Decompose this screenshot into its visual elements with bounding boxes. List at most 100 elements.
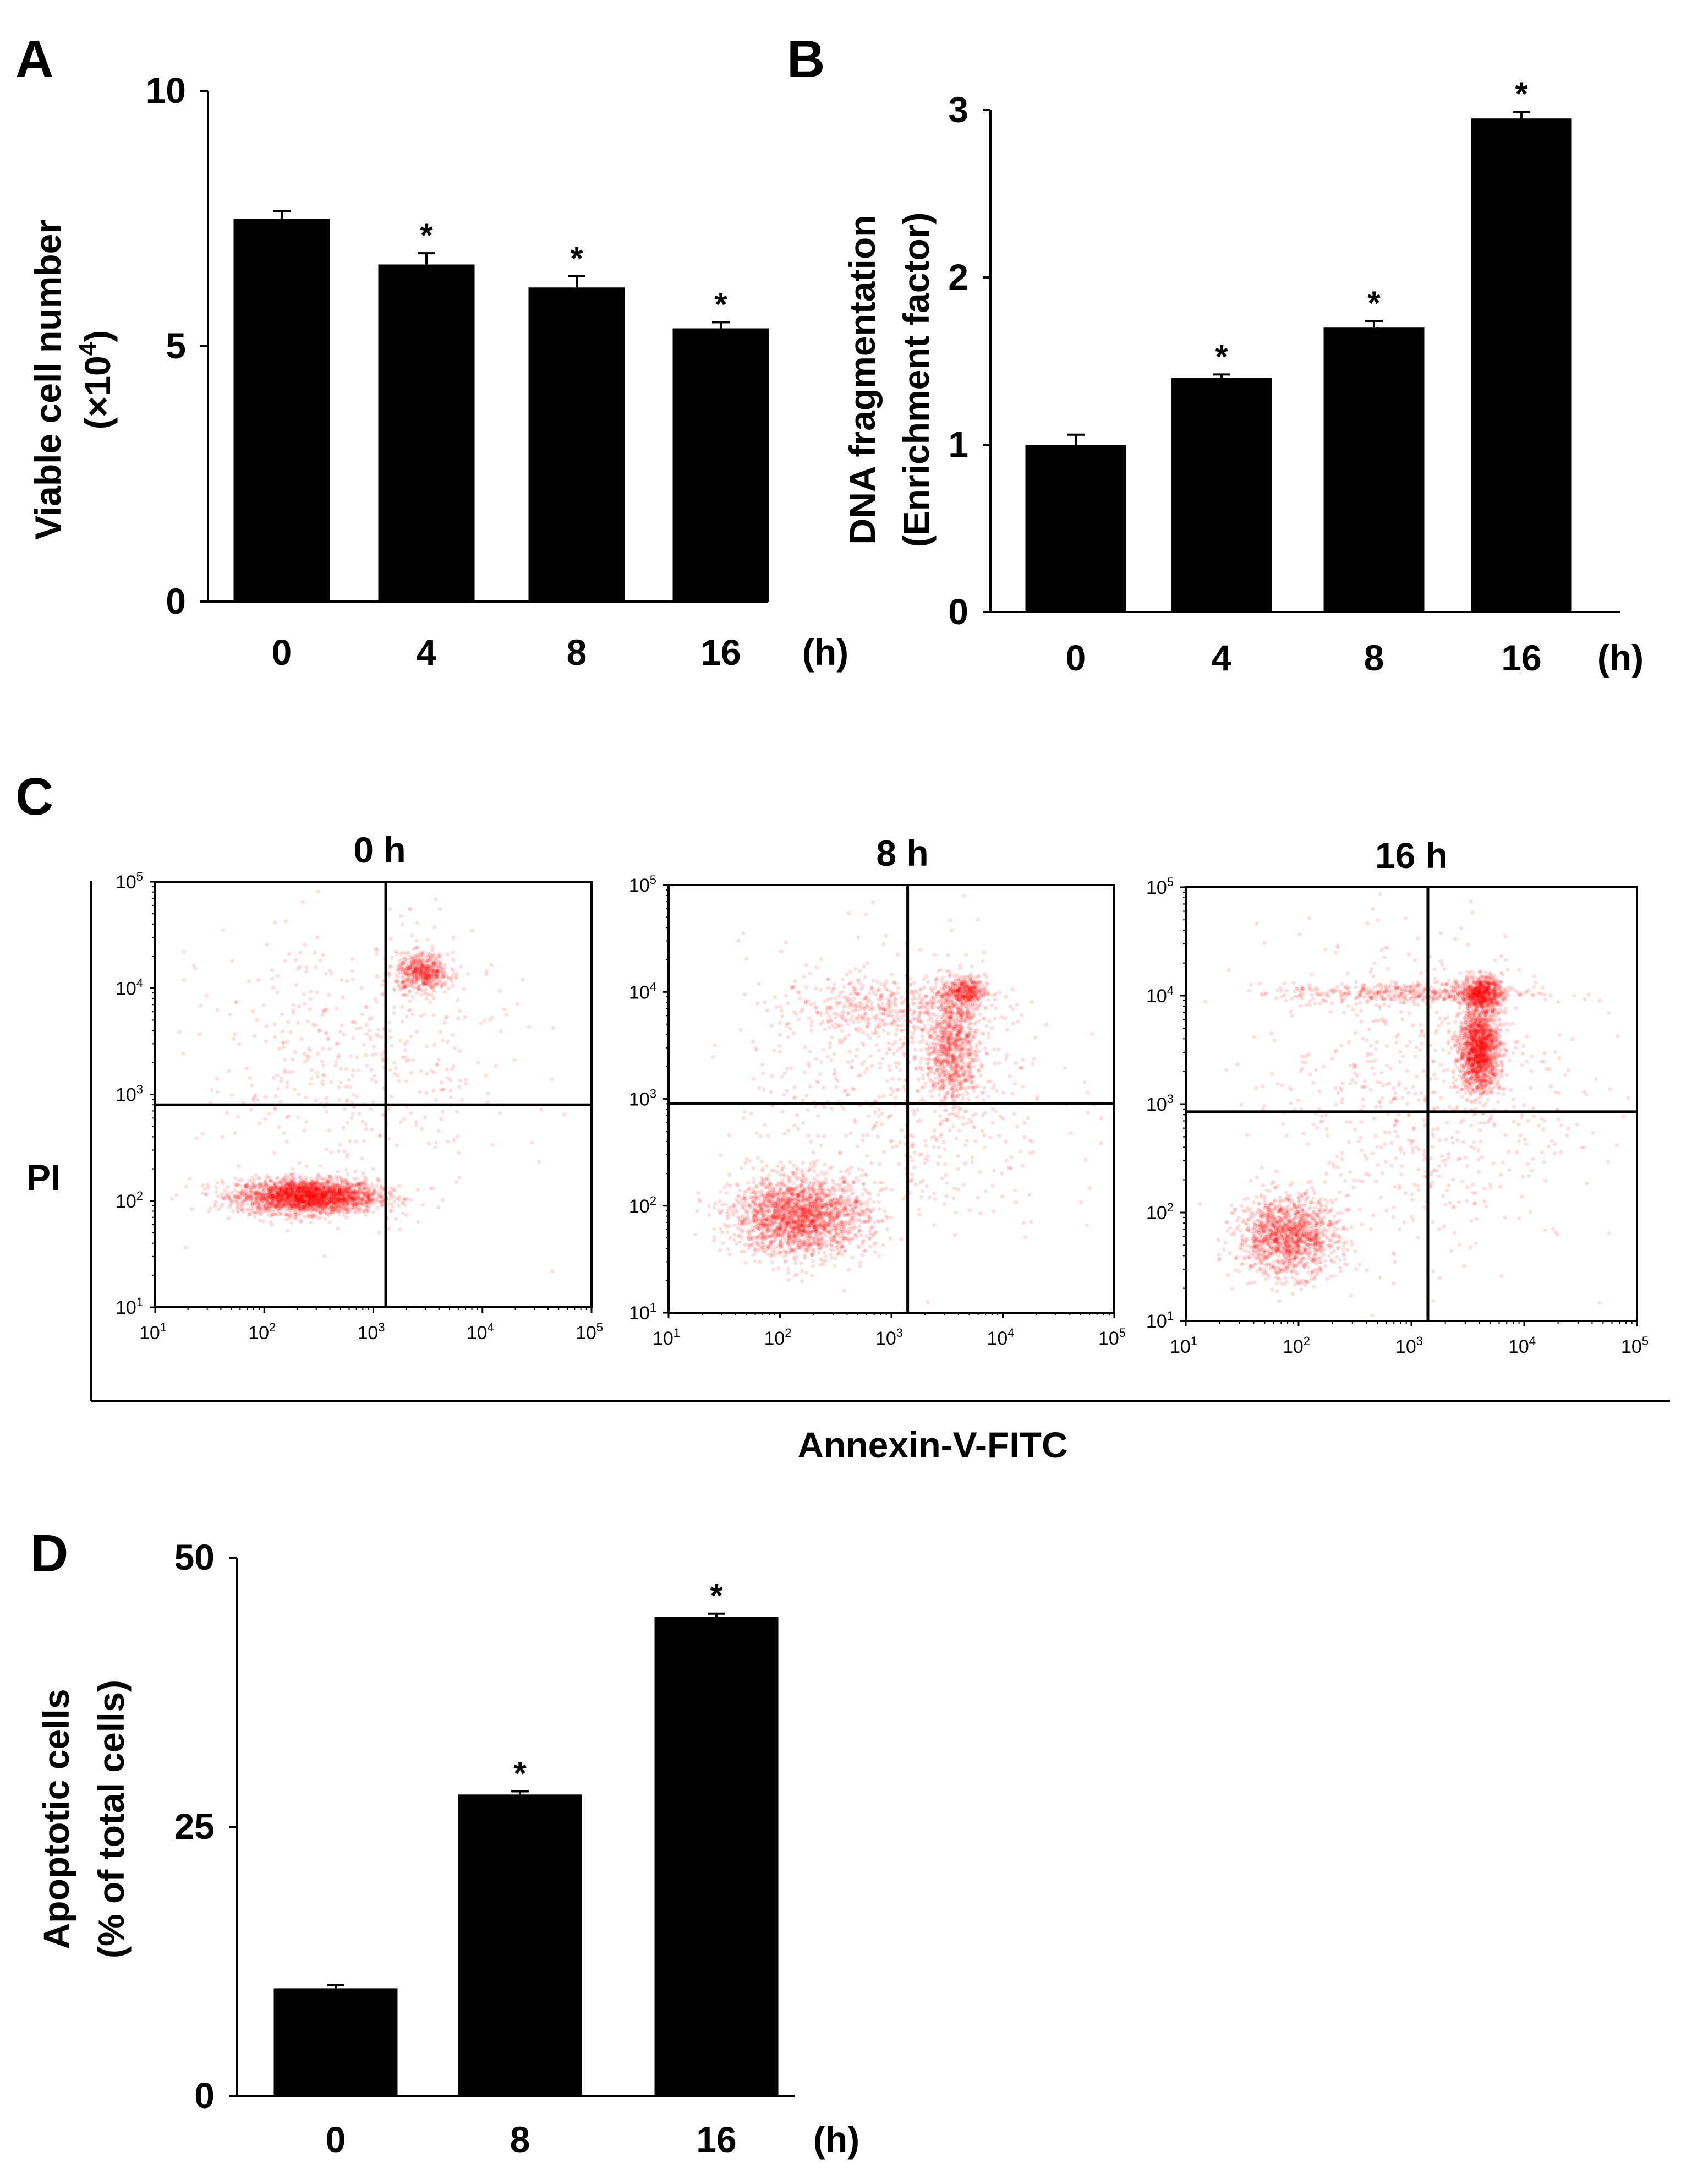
scatter-point-0-3320 — [244, 1066, 249, 1071]
scatter-point-0-3361 — [445, 1067, 449, 1072]
scatter-point-0-52 — [277, 1195, 282, 1199]
scatter-point-0-2578 — [322, 1184, 327, 1188]
scatter-point-0-142 — [275, 1204, 279, 1208]
scatter-point-0-3420 — [354, 1055, 359, 1060]
scatter-point-0-368 — [292, 1199, 297, 1203]
scatter-point-0-137 — [351, 1189, 355, 1194]
scatter-point-0-158 — [256, 1202, 261, 1206]
scatter-point-0-154 — [304, 1189, 308, 1194]
scatter-point-0-3302 — [372, 1074, 376, 1078]
scatter-point-0-1333 — [316, 1172, 320, 1177]
scatter-point-0-3564 — [388, 971, 392, 976]
scatter-point-1-798 — [742, 1243, 747, 1247]
scatter-point-0-3369 — [440, 1080, 444, 1085]
scatter-point-1-54 — [724, 1191, 729, 1195]
scatter-point-0-485 — [310, 1182, 314, 1187]
scatter-point-0-3615 — [466, 972, 470, 976]
scatter-point-0-656 — [346, 1186, 350, 1191]
scatter-point-0-580 — [351, 1196, 355, 1200]
scatter-point-0-380 — [298, 1176, 302, 1181]
scatter-point-0-3025 — [412, 986, 417, 990]
scatter-point-1-167 — [868, 1244, 873, 1249]
scatter-point-0-91 — [302, 1187, 306, 1191]
scatter-point-0-298 — [308, 1190, 313, 1194]
y-tick-label-b-2: 2 — [948, 256, 968, 297]
scatter-point-0-3174 — [439, 1030, 443, 1034]
scatter-point-0-3633 — [315, 1074, 320, 1079]
scatter-point-0-3527 — [484, 969, 489, 974]
scatter-point-0-2598 — [298, 1211, 302, 1215]
scatter-point-0-3637 — [349, 1054, 353, 1058]
scatter-point-0-2500 — [275, 1202, 279, 1206]
scatter-point-0-3247 — [376, 1028, 380, 1032]
scatter-point-0-170 — [308, 1202, 313, 1206]
y-log-tick-label-0-0: 101 — [116, 1295, 143, 1318]
scatter-point-1-655 — [718, 1248, 722, 1252]
scatter-point-0-3263 — [436, 1129, 441, 1133]
scatter-point-0-164 — [321, 1194, 325, 1198]
scatter-point-1-512 — [764, 1164, 769, 1168]
scatter-point-0-3425 — [440, 1109, 445, 1113]
scatter-point-0-3585 — [355, 1027, 359, 1031]
scatter-point-0-2560 — [338, 1187, 342, 1192]
y-tick-label-b-0: 0 — [948, 591, 968, 632]
scatter-point-0-401 — [293, 1198, 298, 1202]
scatter-point-0-348 — [290, 1204, 294, 1208]
bar-a-2 — [528, 287, 625, 602]
scatter-point-0-306 — [316, 1209, 321, 1214]
scatter-point-0-405 — [308, 1200, 313, 1205]
scatter-point-0-165 — [304, 1193, 309, 1197]
scatter-point-0-669 — [264, 1208, 268, 1213]
scatter-point-0-220 — [300, 1200, 305, 1205]
scatter-point-0-3561 — [347, 1078, 351, 1082]
scatter-point-1-600 — [738, 1188, 742, 1193]
scatter-point-0-161 — [323, 1205, 327, 1210]
scatter-point-0-377 — [282, 1188, 287, 1193]
scatter-point-0-2185 — [298, 1220, 303, 1224]
scatter-point-0-492 — [297, 1199, 301, 1203]
scatter-point-0-3389 — [263, 1117, 267, 1121]
scatter-point-0-3119 — [402, 980, 407, 984]
scatter-point-0-3436 — [457, 1175, 462, 1180]
scatter-point-0-627 — [320, 1183, 325, 1187]
scatter-point-0-1960 — [232, 1188, 237, 1193]
scatter-point-0-3470 — [364, 1032, 369, 1036]
scatter-point-0-3423 — [387, 1226, 391, 1231]
scatter-point-0-595 — [344, 1197, 348, 1202]
scatter-point-0-477 — [306, 1190, 311, 1194]
scatter-point-0-3454 — [261, 1003, 266, 1007]
scatter-point-0-607 — [306, 1186, 311, 1190]
scatter-point-0-569 — [315, 1199, 320, 1204]
scatter-point-0-661 — [300, 1194, 304, 1198]
scatter-point-0-5 — [233, 1199, 238, 1203]
scatter-point-0-3502 — [356, 1068, 360, 1073]
scatter-point-0-3499 — [454, 1180, 458, 1184]
scatter-point-0-3494 — [205, 1182, 210, 1187]
scatter-point-0-3217 — [237, 1042, 242, 1046]
scatter-point-0-2247 — [282, 1176, 287, 1181]
scatter-point-0-3530 — [402, 968, 406, 973]
scatter-point-0-681 — [315, 1199, 320, 1204]
scatter-point-0-2498 — [331, 1204, 336, 1209]
scatter-point-1-770 — [800, 1279, 804, 1284]
scatter-point-0-103 — [266, 1200, 270, 1205]
scatter-point-0-251 — [254, 1198, 258, 1203]
scatter-point-0-225 — [314, 1187, 318, 1192]
scatter-point-0-217 — [333, 1201, 338, 1205]
scatter-point-0-563 — [306, 1189, 310, 1193]
scatter-point-0-3367 — [409, 1034, 413, 1039]
scatter-point-0-3358 — [236, 1115, 240, 1120]
scatter-point-0-522 — [286, 1228, 290, 1233]
scatter-point-0-3331 — [291, 1008, 295, 1013]
scatter-point-0-2912 — [424, 960, 428, 964]
scatter-point-0-453 — [340, 1193, 344, 1197]
scatter-point-0-3459 — [337, 1085, 341, 1089]
scatter-point-0-213 — [304, 1187, 309, 1191]
scatter-point-1-939 — [771, 1268, 775, 1272]
scatter-point-0-468 — [344, 1178, 349, 1182]
scatter-point-0-3605 — [351, 1073, 355, 1078]
scatter-point-0-75 — [302, 1198, 306, 1203]
scatter-point-0-3576 — [194, 1136, 199, 1140]
scatter-point-0-212 — [293, 1202, 297, 1206]
scatter-point-0-3291 — [437, 1057, 441, 1062]
